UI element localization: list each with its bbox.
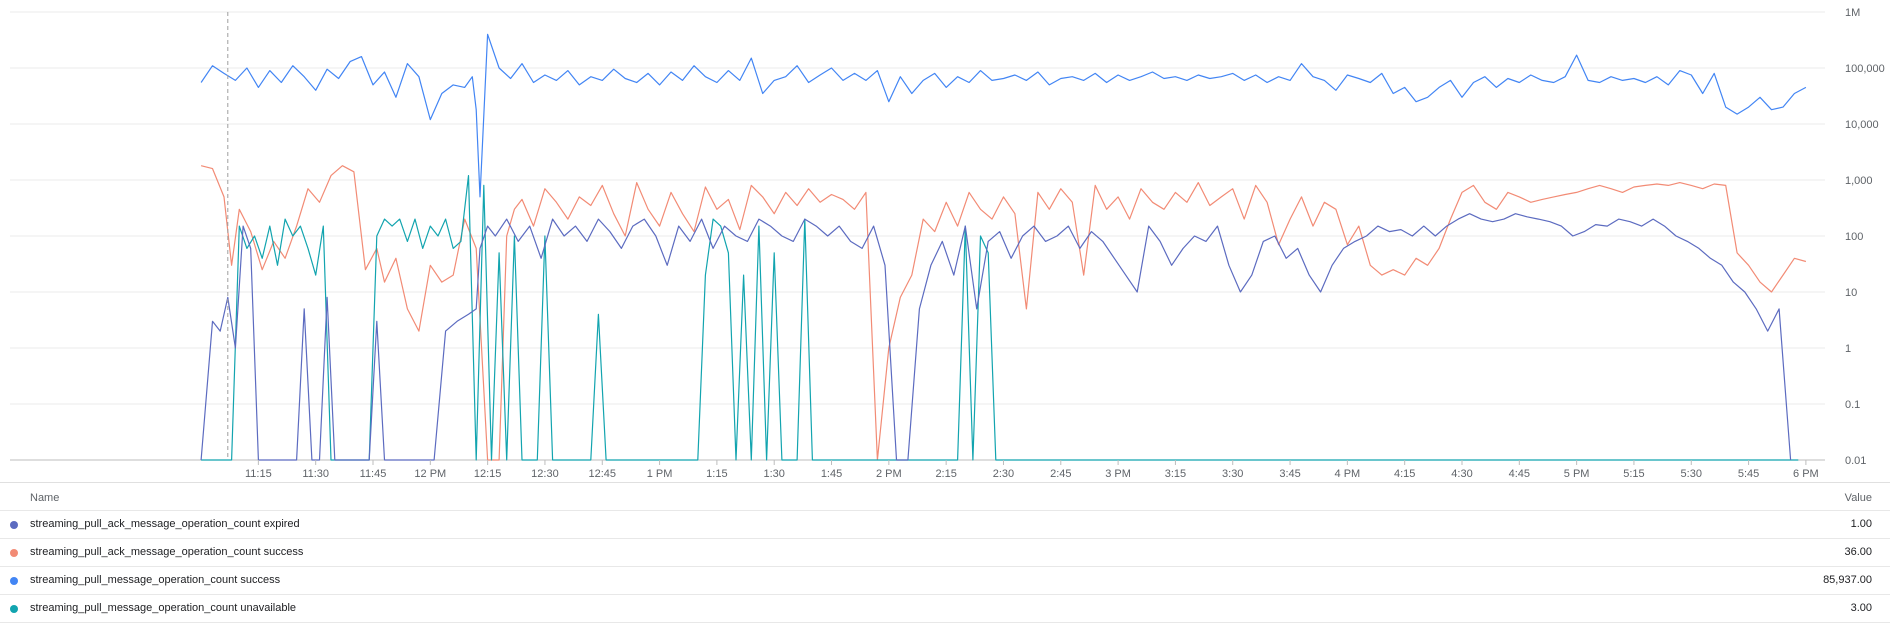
- series-color-dot: [10, 605, 18, 613]
- y-tick-label: 1,000: [1845, 175, 1873, 187]
- x-tick-label: 4 PM: [1335, 468, 1361, 480]
- legend-table: Name Value streaming_pull_ack_message_op…: [0, 482, 1890, 624]
- series-line-streaming-pull-ack-message-operation-count-expired[interactable]: [200, 213, 1792, 461]
- series-color-dot: [10, 549, 18, 557]
- legend-series-value: 36.00: [1844, 546, 1872, 558]
- y-tick-label: 10,000: [1845, 119, 1879, 131]
- y-tick-label: 100: [1845, 231, 1863, 243]
- y-tick-label: 0.01: [1845, 455, 1866, 467]
- legend-series-name: streaming_pull_message_operation_count s…: [30, 574, 281, 586]
- series-color-dot: [10, 577, 18, 585]
- x-tick-label: 11:45: [360, 468, 387, 480]
- legend-header: Name Value: [0, 482, 1890, 510]
- y-axis-ticks: 1M 100,000 10,000 1,000 100 10 1 0.1 0.01: [1845, 7, 1885, 467]
- x-tick-label: 5:15: [1623, 468, 1644, 480]
- series-line-streaming-pull-ack-message-operation-count-success[interactable]: [200, 165, 1807, 461]
- y-tick-label: 1: [1845, 343, 1851, 355]
- series-line-streaming-pull-message-operation-count-unavailable[interactable]: [201, 175, 1799, 461]
- x-tick-label: 5:45: [1738, 468, 1759, 480]
- legend-name-header[interactable]: Name: [30, 492, 60, 504]
- x-tick-label: 6 PM: [1793, 468, 1819, 480]
- x-tick-label: 3:15: [1165, 468, 1186, 480]
- x-tick-label: 2:45: [1050, 468, 1071, 480]
- x-tick-label: 12:30: [531, 468, 559, 480]
- series-color-dot: [10, 521, 18, 529]
- legend-series-value: 85,937.00: [1823, 574, 1872, 586]
- legend-series-value: 3.00: [1850, 602, 1872, 614]
- x-tick-label: 12:45: [588, 468, 616, 480]
- x-tick-label: 11:15: [245, 468, 272, 480]
- legend-series-value: 1.00: [1850, 518, 1872, 530]
- legend-series-name: streaming_pull_ack_message_operation_cou…: [30, 546, 304, 558]
- series-line-streaming-pull-message-operation-count-success[interactable]: [200, 33, 1807, 198]
- y-tick-label: 0.1: [1845, 399, 1860, 411]
- y-tick-label: 100,000: [1845, 63, 1885, 75]
- x-tick-label: 3 PM: [1105, 468, 1131, 480]
- x-tick-label: 3:30: [1222, 468, 1243, 480]
- x-tick-label: 2:15: [935, 468, 956, 480]
- legend-bottom-border: [0, 622, 1890, 624]
- x-tick-label: 2 PM: [876, 468, 902, 480]
- legend-row[interactable]: streaming_pull_ack_message_operation_cou…: [0, 538, 1890, 566]
- x-tick-label: 4:30: [1451, 468, 1472, 480]
- x-tick-label: 5:30: [1681, 468, 1702, 480]
- legend-row[interactable]: streaming_pull_message_operation_count s…: [0, 566, 1890, 594]
- x-axis-ticks: 11:15 11:30 11:45 12 PM 12:15 12:30 12:45 1 PM 1…: [245, 460, 1819, 480]
- x-tick-label: 2:30: [993, 468, 1014, 480]
- legend-series-name: streaming_pull_message_operation_count u…: [30, 602, 297, 614]
- x-tick-label: 4:45: [1509, 468, 1530, 480]
- legend-value-header[interactable]: Value: [1844, 492, 1872, 504]
- x-tick-label: 5 PM: [1564, 468, 1590, 480]
- x-tick-label: 12 PM: [414, 468, 446, 480]
- x-tick-label: 3:45: [1279, 468, 1300, 480]
- legend-row[interactable]: streaming_pull_message_operation_count u…: [0, 594, 1890, 622]
- x-tick-label: 1 PM: [647, 468, 673, 480]
- legend-series-name: streaming_pull_ack_message_operation_cou…: [30, 518, 300, 530]
- x-tick-label: 1:30: [763, 468, 784, 480]
- series-lines: [200, 33, 1807, 461]
- x-tick-label: 1:45: [821, 468, 842, 480]
- legend-row[interactable]: streaming_pull_ack_message_operation_cou…: [0, 510, 1890, 538]
- x-tick-label: 1:15: [706, 468, 727, 480]
- x-tick-label: 11:30: [302, 468, 329, 480]
- x-tick-label: 4:15: [1394, 468, 1415, 480]
- y-tick-label: 1M: [1845, 7, 1860, 19]
- y-tick-label: 10: [1845, 287, 1857, 299]
- x-tick-label: 12:15: [474, 468, 502, 480]
